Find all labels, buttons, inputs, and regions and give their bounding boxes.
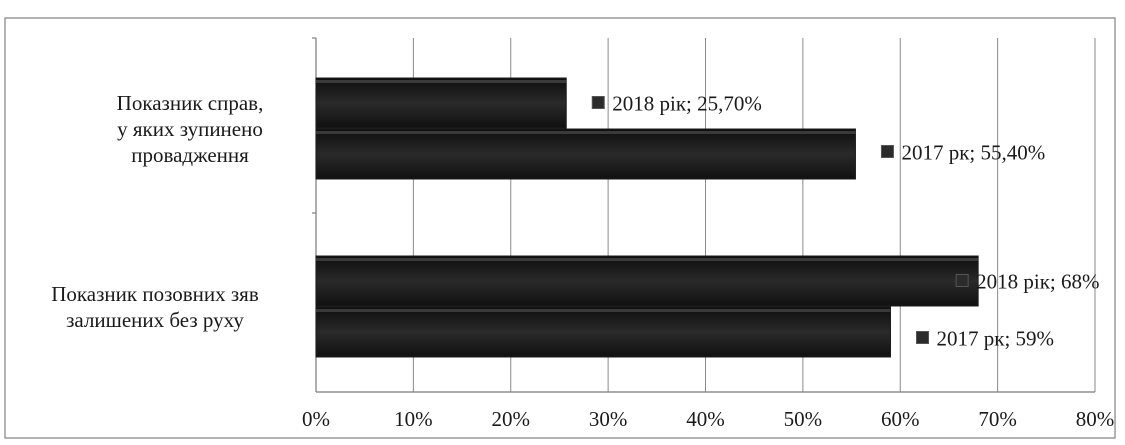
bar-highlight bbox=[316, 258, 979, 261]
bar bbox=[315, 77, 567, 129]
data-label-marker-icon bbox=[880, 145, 894, 158]
x-tick-label: 50% bbox=[784, 407, 823, 431]
category-label-line: Показник позовних зяв bbox=[51, 282, 259, 306]
bar bbox=[315, 128, 856, 180]
data-label-marker-icon bbox=[591, 96, 605, 109]
bars bbox=[315, 77, 979, 358]
bar-highlight bbox=[316, 80, 567, 83]
data-label-marker-icon bbox=[916, 331, 930, 344]
x-tick-label: 0% bbox=[302, 407, 330, 431]
category-label-line: Показник справ, bbox=[117, 91, 264, 115]
bar bbox=[315, 306, 892, 358]
data-label: 2018 рік; 68% bbox=[976, 270, 1099, 294]
category-label-line: залишених без руху bbox=[66, 308, 244, 332]
x-tick-label: 70% bbox=[978, 407, 1017, 431]
data-label-marker-icon bbox=[955, 274, 969, 287]
category-label: Показник позовних зяв залишених без руху bbox=[51, 282, 259, 332]
x-tick-label: 20% bbox=[492, 407, 531, 431]
data-label: 2017 рк; 59% bbox=[937, 327, 1055, 351]
category-label-line: у яких зупинено bbox=[117, 117, 263, 141]
data-label: 2017 рк; 55,40% bbox=[901, 141, 1045, 165]
x-tick-label: 10% bbox=[394, 407, 433, 431]
x-tick-label: 80% bbox=[1076, 407, 1115, 431]
chart-frame bbox=[4, 17, 1116, 439]
data-label: 2018 рік; 25,70% bbox=[612, 92, 762, 116]
bar-highlight bbox=[316, 309, 891, 312]
data-labels: 2018 рік; 25,70% 2017 рк; 55,40% 2018 рік;… bbox=[591, 92, 1100, 351]
bar bbox=[315, 255, 979, 307]
bar-highlight bbox=[316, 131, 856, 134]
x-tick-labels: 0% 10% 20% 30% 40% 50% 60% 70% 80% bbox=[302, 407, 1114, 431]
x-tick-label: 60% bbox=[881, 407, 920, 431]
category-label-line: провадження bbox=[131, 143, 249, 167]
category-labels: Показник справ, у яких зупинено провадженн… bbox=[51, 91, 263, 332]
category-label: Показник справ, у яких зупинено провадженн… bbox=[117, 91, 264, 167]
x-tick-label: 30% bbox=[589, 407, 628, 431]
x-tick-label: 40% bbox=[686, 407, 725, 431]
